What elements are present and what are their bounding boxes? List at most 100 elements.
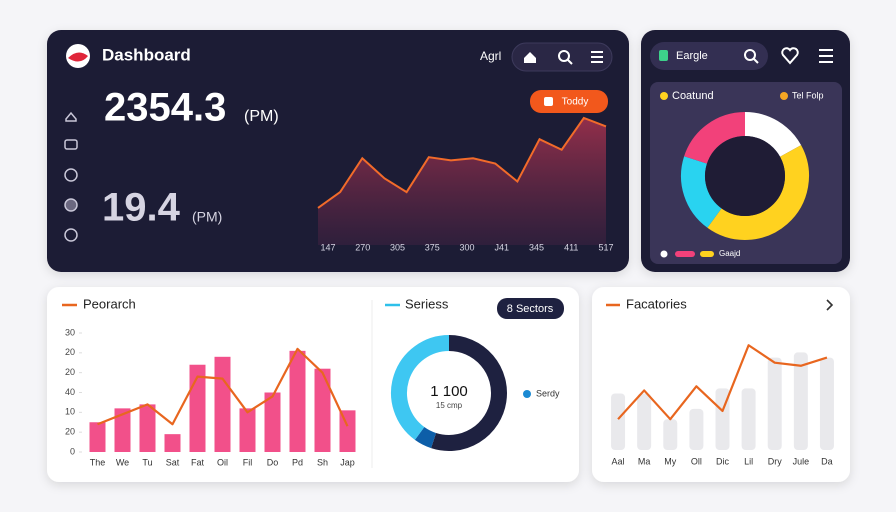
badge-label: 8 Sectors	[507, 303, 554, 315]
stat-unit: (PM)	[244, 108, 279, 125]
header-title: Dashboard	[102, 45, 191, 64]
line	[97, 347, 349, 427]
search-box[interactable]	[650, 42, 768, 70]
search-text[interactable]: Eargle	[676, 50, 708, 62]
bar	[741, 388, 756, 450]
x-tick-label: Tu	[142, 457, 152, 467]
nav-pill	[511, 42, 613, 72]
bar	[793, 352, 808, 450]
bar	[767, 357, 782, 450]
x-tick-label: Sat	[166, 457, 180, 467]
area-line	[317, 116, 607, 209]
donut-segment	[707, 145, 809, 240]
donut-segment	[431, 335, 507, 451]
legend-label: Tel Folp	[792, 90, 824, 100]
side-clock[interactable]	[64, 168, 78, 182]
x-tick-label: We	[116, 457, 129, 467]
menu-icon[interactable]	[819, 49, 833, 63]
y-tick-label: 20	[65, 347, 75, 357]
bar	[164, 434, 181, 452]
donut-segment	[684, 112, 746, 165]
y-tick-label: 10	[65, 407, 75, 417]
bar	[289, 350, 306, 452]
x-tick-label: Do	[267, 457, 279, 467]
bar	[819, 357, 834, 450]
x-tick-label: Dry	[768, 456, 782, 466]
bar	[663, 419, 678, 450]
bar	[339, 410, 356, 452]
y-tick-label: 40	[65, 387, 75, 397]
stat-unit: (PM)	[192, 209, 222, 225]
x-tick-label: Lil	[744, 456, 753, 466]
bar	[239, 408, 256, 452]
search-tag	[659, 50, 668, 61]
chart-title: Coatund	[672, 90, 714, 102]
y-tick-label: 30	[65, 327, 75, 337]
x-tick-label: 305	[390, 242, 405, 252]
search-icon-handle	[567, 59, 573, 65]
bar	[637, 393, 652, 450]
side-settings[interactable]	[64, 228, 78, 242]
legend-label: Gaajd	[719, 249, 740, 258]
side-dot[interactable]	[64, 198, 78, 212]
x-tick-label: Ma	[638, 456, 651, 466]
legend-pill	[675, 251, 695, 257]
x-tick-label: Oil	[217, 457, 228, 467]
line	[617, 344, 828, 421]
side-home[interactable]	[65, 111, 77, 122]
button-label[interactable]: Toddy	[562, 97, 589, 108]
x-tick-label: 300	[459, 242, 474, 252]
area-fill	[318, 118, 606, 245]
search-icon[interactable]	[558, 50, 570, 62]
x-tick-label: J41	[494, 242, 509, 252]
stat-value: 19.4	[102, 186, 181, 230]
x-tick-label: Fil	[243, 457, 253, 467]
x-tick-label: 345	[529, 242, 544, 252]
button-icon	[544, 97, 553, 106]
x-tick-label: Dic	[716, 456, 729, 466]
next-arrow[interactable]	[826, 299, 834, 311]
y-tick-label: 20	[65, 427, 75, 437]
legend-dot	[660, 92, 668, 100]
chart-title: Facatories	[626, 296, 687, 311]
x-tick-label: Da	[821, 456, 833, 466]
legend-dot	[780, 92, 788, 100]
logo-mark	[68, 52, 88, 62]
badge	[497, 298, 564, 319]
heart-icon[interactable]	[781, 47, 799, 65]
y-tick-label: 20	[65, 367, 75, 377]
search-icon[interactable]	[744, 49, 756, 61]
chart-title: Peorarch	[83, 296, 136, 311]
x-tick-label: Sh	[317, 457, 328, 467]
line-panel	[592, 287, 850, 482]
bar	[139, 404, 156, 452]
bar	[114, 408, 131, 452]
bar	[89, 422, 106, 452]
x-tick-label: Oll	[691, 456, 702, 466]
x-tick-label: Jap	[340, 457, 355, 467]
x-tick-label: 411	[564, 242, 578, 252]
home-icon[interactable]	[524, 52, 536, 63]
donut-segment	[744, 112, 802, 158]
x-tick-label: My	[664, 456, 676, 466]
legend-dot	[523, 390, 531, 398]
bar	[611, 393, 626, 450]
donut-hole	[705, 136, 785, 216]
legend-pill	[700, 251, 714, 257]
chart-title: Seriess	[405, 296, 449, 311]
y-tick-label: 0	[70, 446, 75, 456]
menu-icon[interactable]	[591, 51, 603, 63]
side-card[interactable]	[64, 139, 78, 150]
button[interactable]	[530, 90, 608, 113]
donut-segment	[391, 335, 450, 440]
stat-value: 2354.3	[104, 86, 226, 130]
bar	[264, 392, 281, 452]
x-tick-label: 270	[355, 242, 370, 252]
x-tick-label: The	[90, 457, 106, 467]
user-name[interactable]: Agrl	[480, 49, 501, 63]
donut-segment	[414, 426, 437, 449]
donut-segment	[681, 156, 722, 228]
x-tick-label: 375	[425, 242, 440, 252]
